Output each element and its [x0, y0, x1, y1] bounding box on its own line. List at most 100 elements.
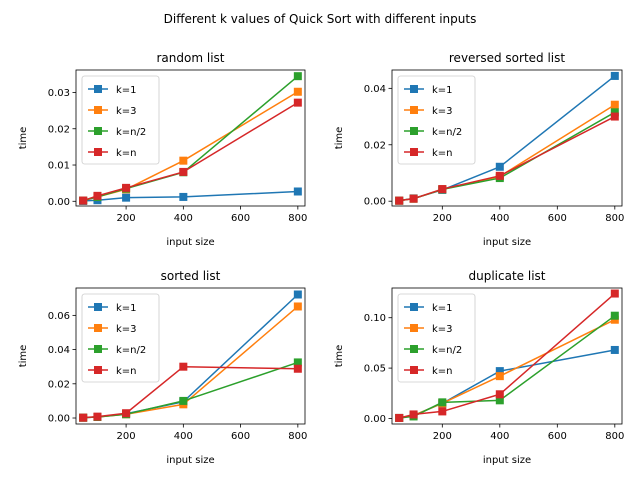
y-tick-label-sorted-2: 0.04 [48, 345, 70, 356]
data-point-duplicate-2-2 [438, 398, 447, 407]
subplot-duplicate: duplicate list 200 400 600 800 0.00 0.05 0.10 in… [334, 269, 624, 466]
legend-marker-random-3 [94, 148, 102, 156]
data-point-random-1-3 [179, 156, 188, 165]
legend-label-random-3: k=n [116, 148, 137, 159]
data-point-reversed-1-4 [610, 100, 619, 109]
legend-label-duplicate-2: k=n/2 [432, 345, 462, 356]
y-tick-label-reversed-0: 0.00 [364, 197, 386, 208]
y-tick-label-duplicate-2: 0.10 [364, 313, 386, 324]
legend-label-sorted-3: k=n [116, 366, 137, 377]
legend-label-sorted-1: k=3 [116, 324, 137, 335]
subplot-title-duplicate: duplicate list [469, 269, 546, 283]
subplots: random list 200 400 600 800 0.00 0.01 0.02 0.03 i… [18, 51, 624, 466]
axes-frame-reversed [391, 69, 623, 207]
data-point-reversed-0-3 [495, 162, 504, 171]
legend-marker-reversed-1 [410, 106, 418, 114]
data-point-random-3-4 [293, 98, 302, 107]
subplot-title-reversed: reversed sorted list [449, 51, 566, 65]
y-axis-label-duplicate: time [334, 345, 345, 368]
data-point-reversed-3-2 [438, 185, 447, 194]
x-tick-label-reversed-0: 200 [433, 213, 452, 224]
y-axis-label-sorted: time [18, 345, 29, 368]
legend-label-random-2: k=n/2 [116, 127, 146, 138]
x-tick-label-random-1: 400 [174, 213, 193, 224]
data-point-sorted-0-4 [293, 290, 302, 299]
legend-label-sorted-2: k=n/2 [116, 345, 146, 356]
y-tick-label-random-0: 0.00 [48, 197, 70, 208]
data-point-reversed-3-1 [409, 194, 418, 203]
subplot-random: random list 200 400 600 800 0.00 0.01 0.02 0.03 i… [18, 51, 307, 248]
data-point-reversed-0-4 [610, 71, 619, 80]
y-tick-label-sorted-3: 0.06 [48, 311, 70, 322]
x-axis-label-duplicate: input size [483, 455, 531, 466]
legend-marker-reversed-3 [410, 148, 418, 156]
y-tick-label-sorted-1: 0.02 [48, 379, 70, 390]
legend-marker-reversed-2 [410, 127, 418, 135]
x-tick-label-sorted-1: 400 [174, 431, 193, 442]
axes-frame-random [75, 69, 306, 207]
data-point-random-0-3 [179, 192, 188, 201]
y-tick-label-duplicate-1: 0.05 [364, 364, 386, 375]
data-point-duplicate-3-1 [409, 410, 418, 419]
legend-duplicate: k=1 k=3 k=n/2 k=n [397, 293, 476, 383]
y-tick-label-random-2: 0.02 [48, 124, 70, 135]
x-tick-label-random-2: 600 [231, 213, 250, 224]
data-point-duplicate-1-4 [610, 315, 619, 324]
data-point-reversed-3-4 [610, 112, 619, 121]
x-tick-label-sorted-3: 800 [288, 431, 307, 442]
data-point-duplicate-0-3 [495, 367, 504, 376]
legend-label-random-0: k=1 [116, 85, 137, 96]
data-point-duplicate-2-4 [610, 311, 619, 320]
legend-marker-duplicate-0 [410, 303, 418, 311]
axes-frame-sorted [75, 287, 306, 425]
x-axis-label-random: input size [166, 237, 214, 248]
legend-marker-random-2 [94, 127, 102, 135]
x-tick-label-duplicate-0: 200 [433, 431, 452, 442]
figure-suptitle: Different k values of Quick Sort with di… [164, 12, 477, 26]
data-point-sorted-3-2 [122, 409, 131, 418]
legend-label-reversed-0: k=1 [432, 85, 453, 96]
y-tick-label-reversed-1: 0.02 [364, 140, 386, 151]
data-point-duplicate-3-2 [438, 407, 447, 416]
y-tick-label-reversed-2: 0.04 [364, 84, 386, 95]
x-tick-label-random-3: 800 [288, 213, 307, 224]
legend-reversed: k=1 k=3 k=n/2 k=n [397, 75, 476, 165]
data-point-duplicate-1-3 [495, 372, 504, 381]
legend-frame-random [81, 75, 160, 165]
data-point-random-0-4 [293, 187, 302, 196]
legend-marker-duplicate-2 [410, 345, 418, 353]
data-point-sorted-3-1 [93, 412, 102, 421]
x-tick-label-duplicate-1: 400 [490, 431, 509, 442]
subplot-sorted: sorted list 200 400 600 800 0.00 0.02 0.04 0.06 i… [18, 269, 307, 466]
subplot-title-random: random list [157, 51, 225, 65]
x-axis-label-sorted: input size [166, 455, 214, 466]
data-point-random-0-2 [122, 193, 131, 202]
legend-frame-reversed [397, 75, 476, 165]
axes-frame-duplicate [391, 287, 623, 425]
legend-frame-duplicate [397, 293, 476, 383]
legend-frame-sorted [81, 293, 160, 383]
legend-marker-sorted-1 [94, 324, 102, 332]
legend-label-duplicate-1: k=3 [432, 324, 453, 335]
legend-label-sorted-0: k=1 [116, 303, 137, 314]
x-axis-label-reversed: input size [483, 237, 531, 248]
legend-marker-random-0 [94, 85, 102, 93]
legend-label-reversed-3: k=n [432, 148, 453, 159]
y-axis-label-random: time [18, 127, 29, 150]
y-tick-label-sorted-0: 0.00 [48, 414, 70, 425]
subplot-reversed: reversed sorted list 200 400 600 800 0.00 0.02… [334, 51, 624, 248]
legend-random: k=1 k=3 k=n/2 k=n [81, 75, 160, 165]
legend-sorted: k=1 k=3 k=n/2 k=n [81, 293, 160, 383]
x-tick-label-sorted-0: 200 [117, 431, 136, 442]
data-point-random-1-4 [293, 87, 302, 96]
data-point-sorted-3-3 [179, 362, 188, 371]
data-point-sorted-3-0 [79, 413, 88, 422]
data-point-reversed-3-0 [395, 196, 404, 205]
legend-marker-duplicate-1 [410, 324, 418, 332]
data-point-sorted-2-4 [293, 358, 302, 367]
legend-label-reversed-1: k=3 [432, 106, 453, 117]
data-point-random-3-1 [93, 191, 102, 200]
data-point-duplicate-2-3 [495, 396, 504, 405]
